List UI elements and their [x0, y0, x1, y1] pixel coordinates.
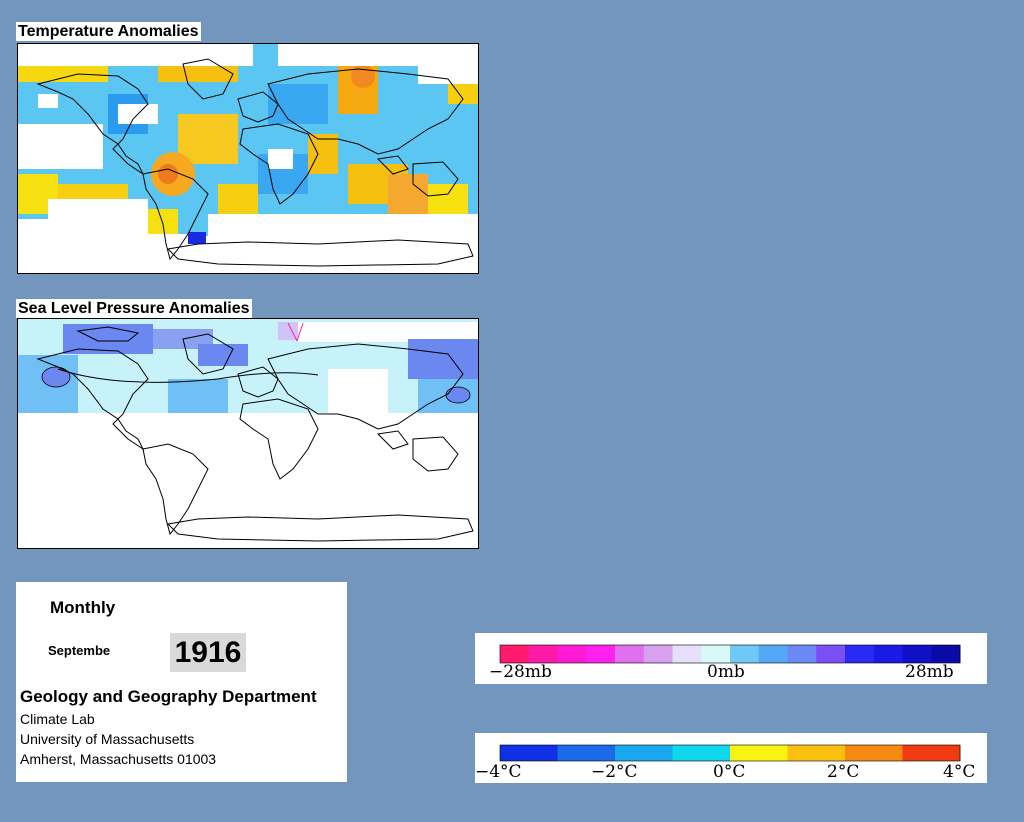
temperature-legend-swatch [845, 745, 903, 761]
temperature-legend-minus4: −4°C [475, 762, 522, 782]
pressure-legend-swatch [816, 645, 846, 663]
temperature-map-title: Temperature Anomalies [16, 22, 201, 41]
university-name: University of Massachusetts [20, 731, 195, 747]
pressure-map-title: Sea Level Pressure Anomalies [16, 299, 252, 318]
temperature-legend-plus4: 4°C [943, 762, 975, 782]
pressure-legend-swatch [586, 645, 616, 663]
pressure-legend: −28mb 0mb 28mb [475, 633, 987, 684]
pressure-color-bar [499, 644, 961, 664]
pressure-legend-swatch [845, 645, 875, 663]
pressure-legend-swatch [701, 645, 731, 663]
temperature-legend-swatch [787, 745, 846, 761]
address-city: Amherst, Massachusetts 01003 [20, 751, 217, 767]
pressure-anomaly-map [17, 318, 479, 549]
temperature-legend-zero: 0°C [713, 762, 745, 782]
temperature-legend-minus2: −2°C [591, 762, 638, 782]
temperature-legend-swatch [615, 745, 673, 761]
temperature-legend-swatch [672, 745, 731, 761]
year-display: 1916 [170, 633, 246, 672]
temperature-legend-swatch [557, 745, 616, 761]
lab-name: Climate Lab [20, 711, 95, 727]
pressure-legend-swatch [643, 645, 673, 663]
pressure-legend-swatch [672, 645, 702, 663]
month-label: Septembe [48, 643, 111, 658]
pressure-legend-swatch [730, 645, 760, 663]
pressure-legend-swatch [528, 645, 558, 663]
temperature-legend-swatch [730, 745, 788, 761]
department-name: Geology and Geography Department [20, 687, 317, 706]
pressure-legend-swatch [873, 645, 903, 663]
temperature-legend: −4°C −2°C 0°C 2°C 4°C [475, 733, 987, 783]
pressure-legend-swatch [902, 645, 932, 663]
pressure-legend-swatch [500, 645, 530, 663]
temperature-anomaly-map [17, 43, 479, 274]
pressure-legend-min: −28mb [489, 662, 552, 682]
info-panel: Monthly Septembe 1916 Geology and Geogra… [16, 582, 347, 782]
pressure-legend-swatch [557, 645, 587, 663]
pressure-legend-frame [499, 644, 961, 664]
pressure-legend-swatch [615, 645, 645, 663]
pressure-legend-max: 28mb [905, 662, 954, 682]
temperature-legend-swatch [902, 745, 961, 761]
temperature-legend-swatch [500, 745, 558, 761]
temperature-legend-plus2: 2°C [827, 762, 859, 782]
temperature-legend-frame [499, 744, 961, 762]
pressure-legend-zero: 0mb [707, 662, 745, 682]
pressure-legend-swatch [931, 645, 961, 663]
period-label: Monthly [50, 598, 116, 617]
temperature-color-bar [499, 744, 961, 762]
pressure-legend-swatch [758, 645, 788, 663]
pressure-legend-swatch [787, 645, 817, 663]
